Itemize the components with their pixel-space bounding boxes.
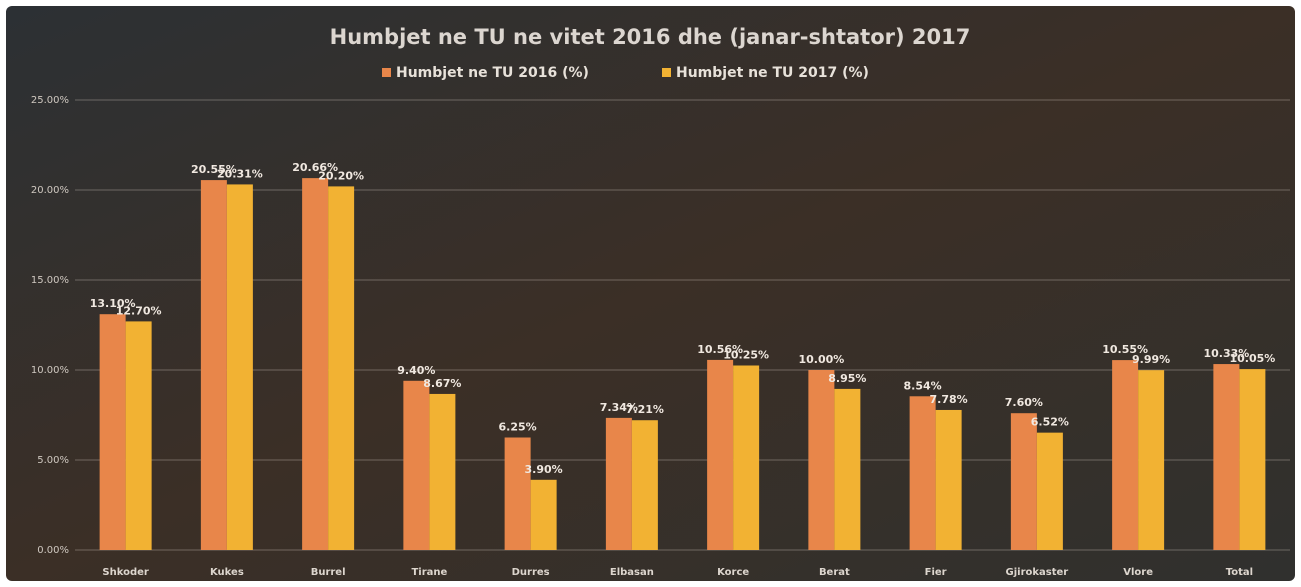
bar (1213, 364, 1239, 550)
x-tick-label: Durres (512, 567, 550, 578)
legend-label: Humbjet ne TU 2017 (%) (676, 65, 869, 81)
value-label: 3.90% (525, 463, 563, 476)
value-label: 12.70% (116, 304, 162, 317)
value-label: 7.60% (1005, 396, 1043, 409)
value-label: 10.05% (1229, 352, 1275, 365)
legend-swatch (382, 68, 391, 77)
bar (707, 360, 733, 550)
bar (1138, 370, 1164, 550)
bar (606, 418, 632, 550)
bar (1112, 360, 1138, 550)
value-label: 20.31% (217, 167, 263, 180)
value-label: 8.95% (828, 372, 866, 385)
y-tick-label: 10.00% (31, 365, 69, 376)
chart-title: Humbjet ne TU ne vitet 2016 dhe (janar-s… (330, 25, 971, 49)
bar (936, 410, 962, 550)
legend-swatch (662, 68, 671, 77)
bar (1037, 433, 1063, 550)
chart: Humbjet ne TU ne vitet 2016 dhe (janar-s… (0, 0, 1301, 587)
y-tick-label: 25.00% (31, 95, 69, 106)
x-tick-label: Berat (819, 567, 850, 578)
y-tick-label: 15.00% (31, 275, 69, 286)
bar (227, 184, 253, 550)
x-tick-label: Tirane (411, 567, 447, 578)
y-tick-label: 20.00% (31, 185, 69, 196)
value-label: 10.25% (723, 349, 769, 362)
bar (910, 396, 936, 550)
bar (201, 180, 227, 550)
x-tick-label: Burrel (311, 567, 346, 578)
value-label: 9.99% (1132, 353, 1170, 366)
value-label: 7.21% (626, 403, 664, 416)
bar (1011, 413, 1037, 550)
bar (328, 186, 354, 550)
value-label: 7.78% (930, 393, 968, 406)
y-tick-label: 5.00% (37, 455, 69, 466)
x-tick-label: Korce (717, 567, 749, 578)
value-label: 6.25% (499, 421, 537, 434)
x-tick-label: Total (1226, 567, 1253, 578)
bar (100, 314, 126, 550)
bar (126, 321, 152, 550)
y-tick-label: 0.00% (37, 545, 69, 556)
legend-label: Humbjet ne TU 2016 (%) (396, 65, 589, 81)
value-label: 9.40% (397, 364, 435, 377)
value-label: 6.52% (1031, 416, 1069, 429)
x-tick-label: Gjirokaster (1006, 567, 1069, 578)
value-label: 8.54% (904, 379, 942, 392)
bar (834, 389, 860, 550)
value-label: 8.67% (423, 377, 461, 390)
bar (302, 178, 328, 550)
x-tick-label: Elbasan (610, 567, 654, 578)
x-tick-label: Kukes (210, 567, 244, 578)
bar (632, 420, 658, 550)
x-tick-label: Fier (925, 567, 947, 578)
x-tick-label: Shkoder (102, 567, 149, 578)
bar (429, 394, 455, 550)
bar (505, 438, 531, 551)
bar (531, 480, 557, 550)
bar (403, 381, 429, 550)
bar (1239, 369, 1265, 550)
value-label: 20.20% (318, 169, 364, 182)
bar (808, 370, 834, 550)
x-tick-label: Vlore (1123, 567, 1153, 578)
value-label: 10.00% (798, 353, 844, 366)
bar (733, 366, 759, 551)
